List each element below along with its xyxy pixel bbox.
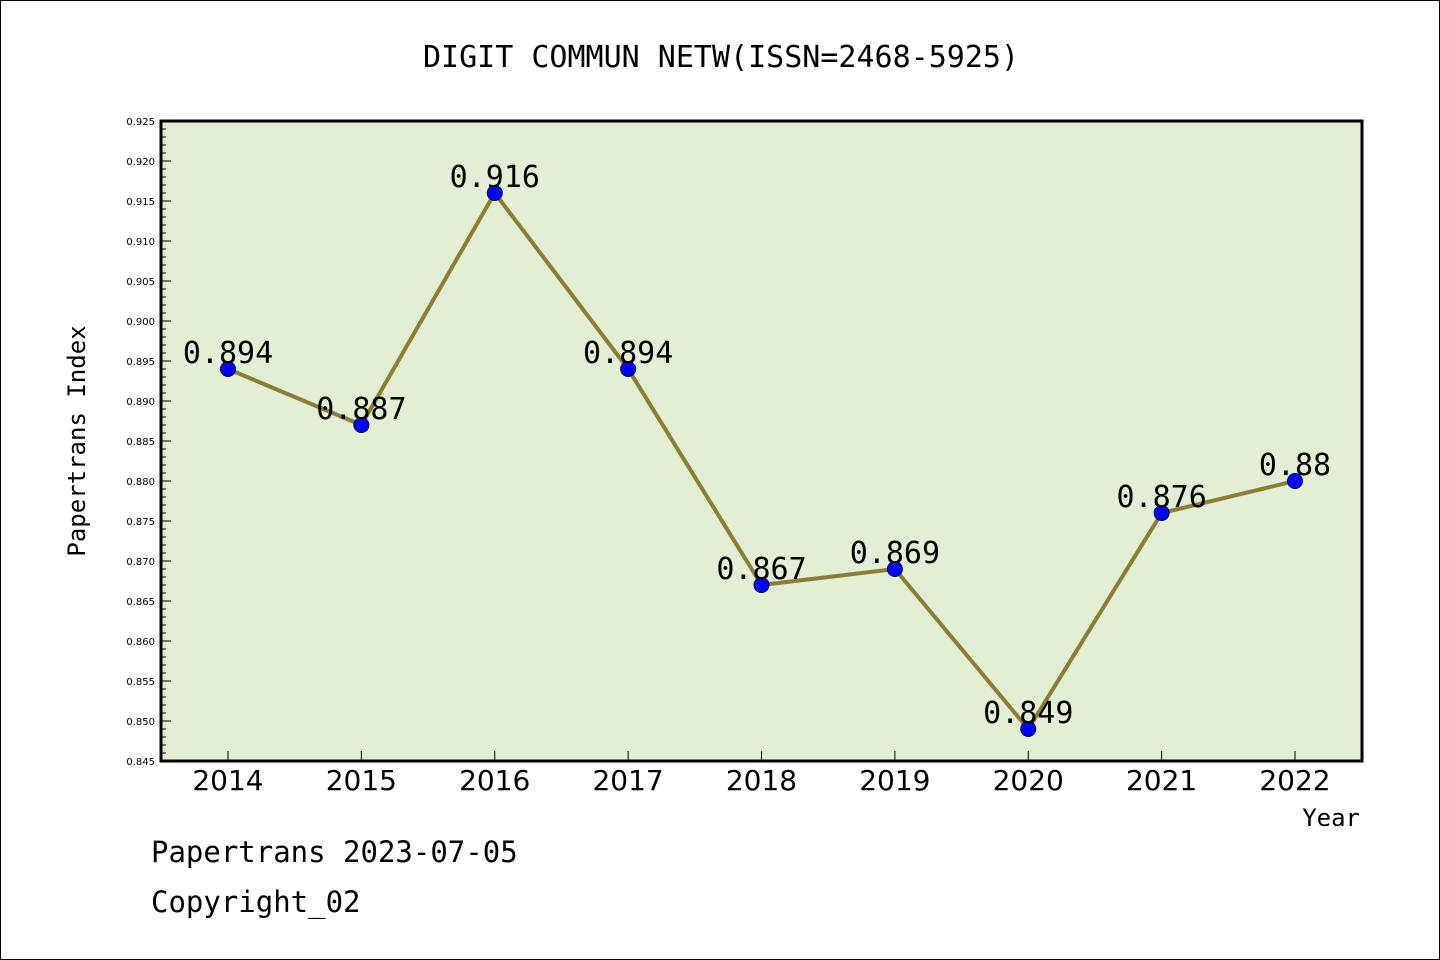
- data-label: 0.88: [1259, 448, 1331, 483]
- y-tick-label: 0.885: [126, 437, 155, 448]
- plot-area: [161, 121, 1362, 761]
- y-tick-label: 0.850: [126, 717, 155, 728]
- chart-title: DIGIT COMMUN NETW(ISSN=2468-5925): [423, 40, 1019, 75]
- y-tick-label: 0.875: [126, 517, 155, 528]
- data-point: [886, 561, 903, 577]
- x-tick-label: 2017: [592, 764, 663, 797]
- footer-copyright: Copyright_02: [151, 885, 361, 919]
- y-tick-label: 0.870: [126, 557, 155, 568]
- y-tick-label: 0.865: [126, 597, 155, 608]
- x-axis-label: Year: [1302, 804, 1360, 832]
- y-tick-label: 0.900: [126, 317, 155, 328]
- data-label: 0.894: [183, 336, 273, 371]
- y-tick-label: 0.920: [126, 157, 155, 168]
- data-label: 0.916: [450, 160, 540, 195]
- data-point: [1020, 721, 1037, 737]
- data-label: 0.869: [850, 536, 940, 571]
- y-tick-label: 0.895: [126, 357, 155, 368]
- y-tick-label: 0.845: [126, 757, 155, 768]
- data-point: [753, 577, 770, 593]
- data-point: [1153, 505, 1170, 521]
- data-points: [220, 185, 1303, 737]
- y-tick-label: 0.910: [126, 237, 155, 248]
- x-tick-label: 2015: [326, 764, 397, 797]
- y-tick-label: 0.860: [126, 637, 155, 648]
- y-tick-label: 0.890: [126, 397, 155, 408]
- data-label: 0.849: [983, 696, 1073, 731]
- x-tick-label: 2020: [993, 764, 1064, 797]
- plot-border: [159, 119, 1364, 763]
- data-labels: 0.894 0.887 0.916 0.894 0.867 0.869 0.849 0.876…: [183, 160, 1331, 731]
- data-label: 0.876: [1116, 480, 1206, 515]
- y-tick-label: 0.925: [126, 117, 155, 128]
- x-tick-label: 2021: [1126, 764, 1197, 797]
- data-point: [1287, 473, 1303, 489]
- x-tick-label: 2019: [859, 764, 930, 797]
- x-tick-label: 2022: [1259, 764, 1330, 797]
- data-label: 0.894: [583, 336, 673, 371]
- y-tick-label: 0.855: [126, 677, 155, 688]
- data-point: [353, 417, 370, 433]
- y-tick-label: 0.880: [126, 477, 155, 488]
- y-tick-label: 0.915: [126, 197, 155, 208]
- x-tick-label: 2018: [726, 764, 797, 797]
- data-point: [620, 361, 637, 377]
- data-label: 0.887: [316, 392, 406, 427]
- y-axis-label: Papertrans Index: [63, 325, 91, 556]
- x-tick-label: 2016: [459, 764, 530, 797]
- y-tick-label: 0.905: [126, 277, 155, 288]
- x-tick-label: 2014: [192, 764, 263, 797]
- x-axis: 2014 2015 2016 2017 2018 2019 2020 2021 2022: [192, 751, 1331, 797]
- footer-date: Papertrans 2023-07-05: [151, 835, 518, 869]
- data-point: [486, 185, 503, 201]
- data-point: [220, 361, 236, 377]
- data-label: 0.867: [716, 552, 806, 587]
